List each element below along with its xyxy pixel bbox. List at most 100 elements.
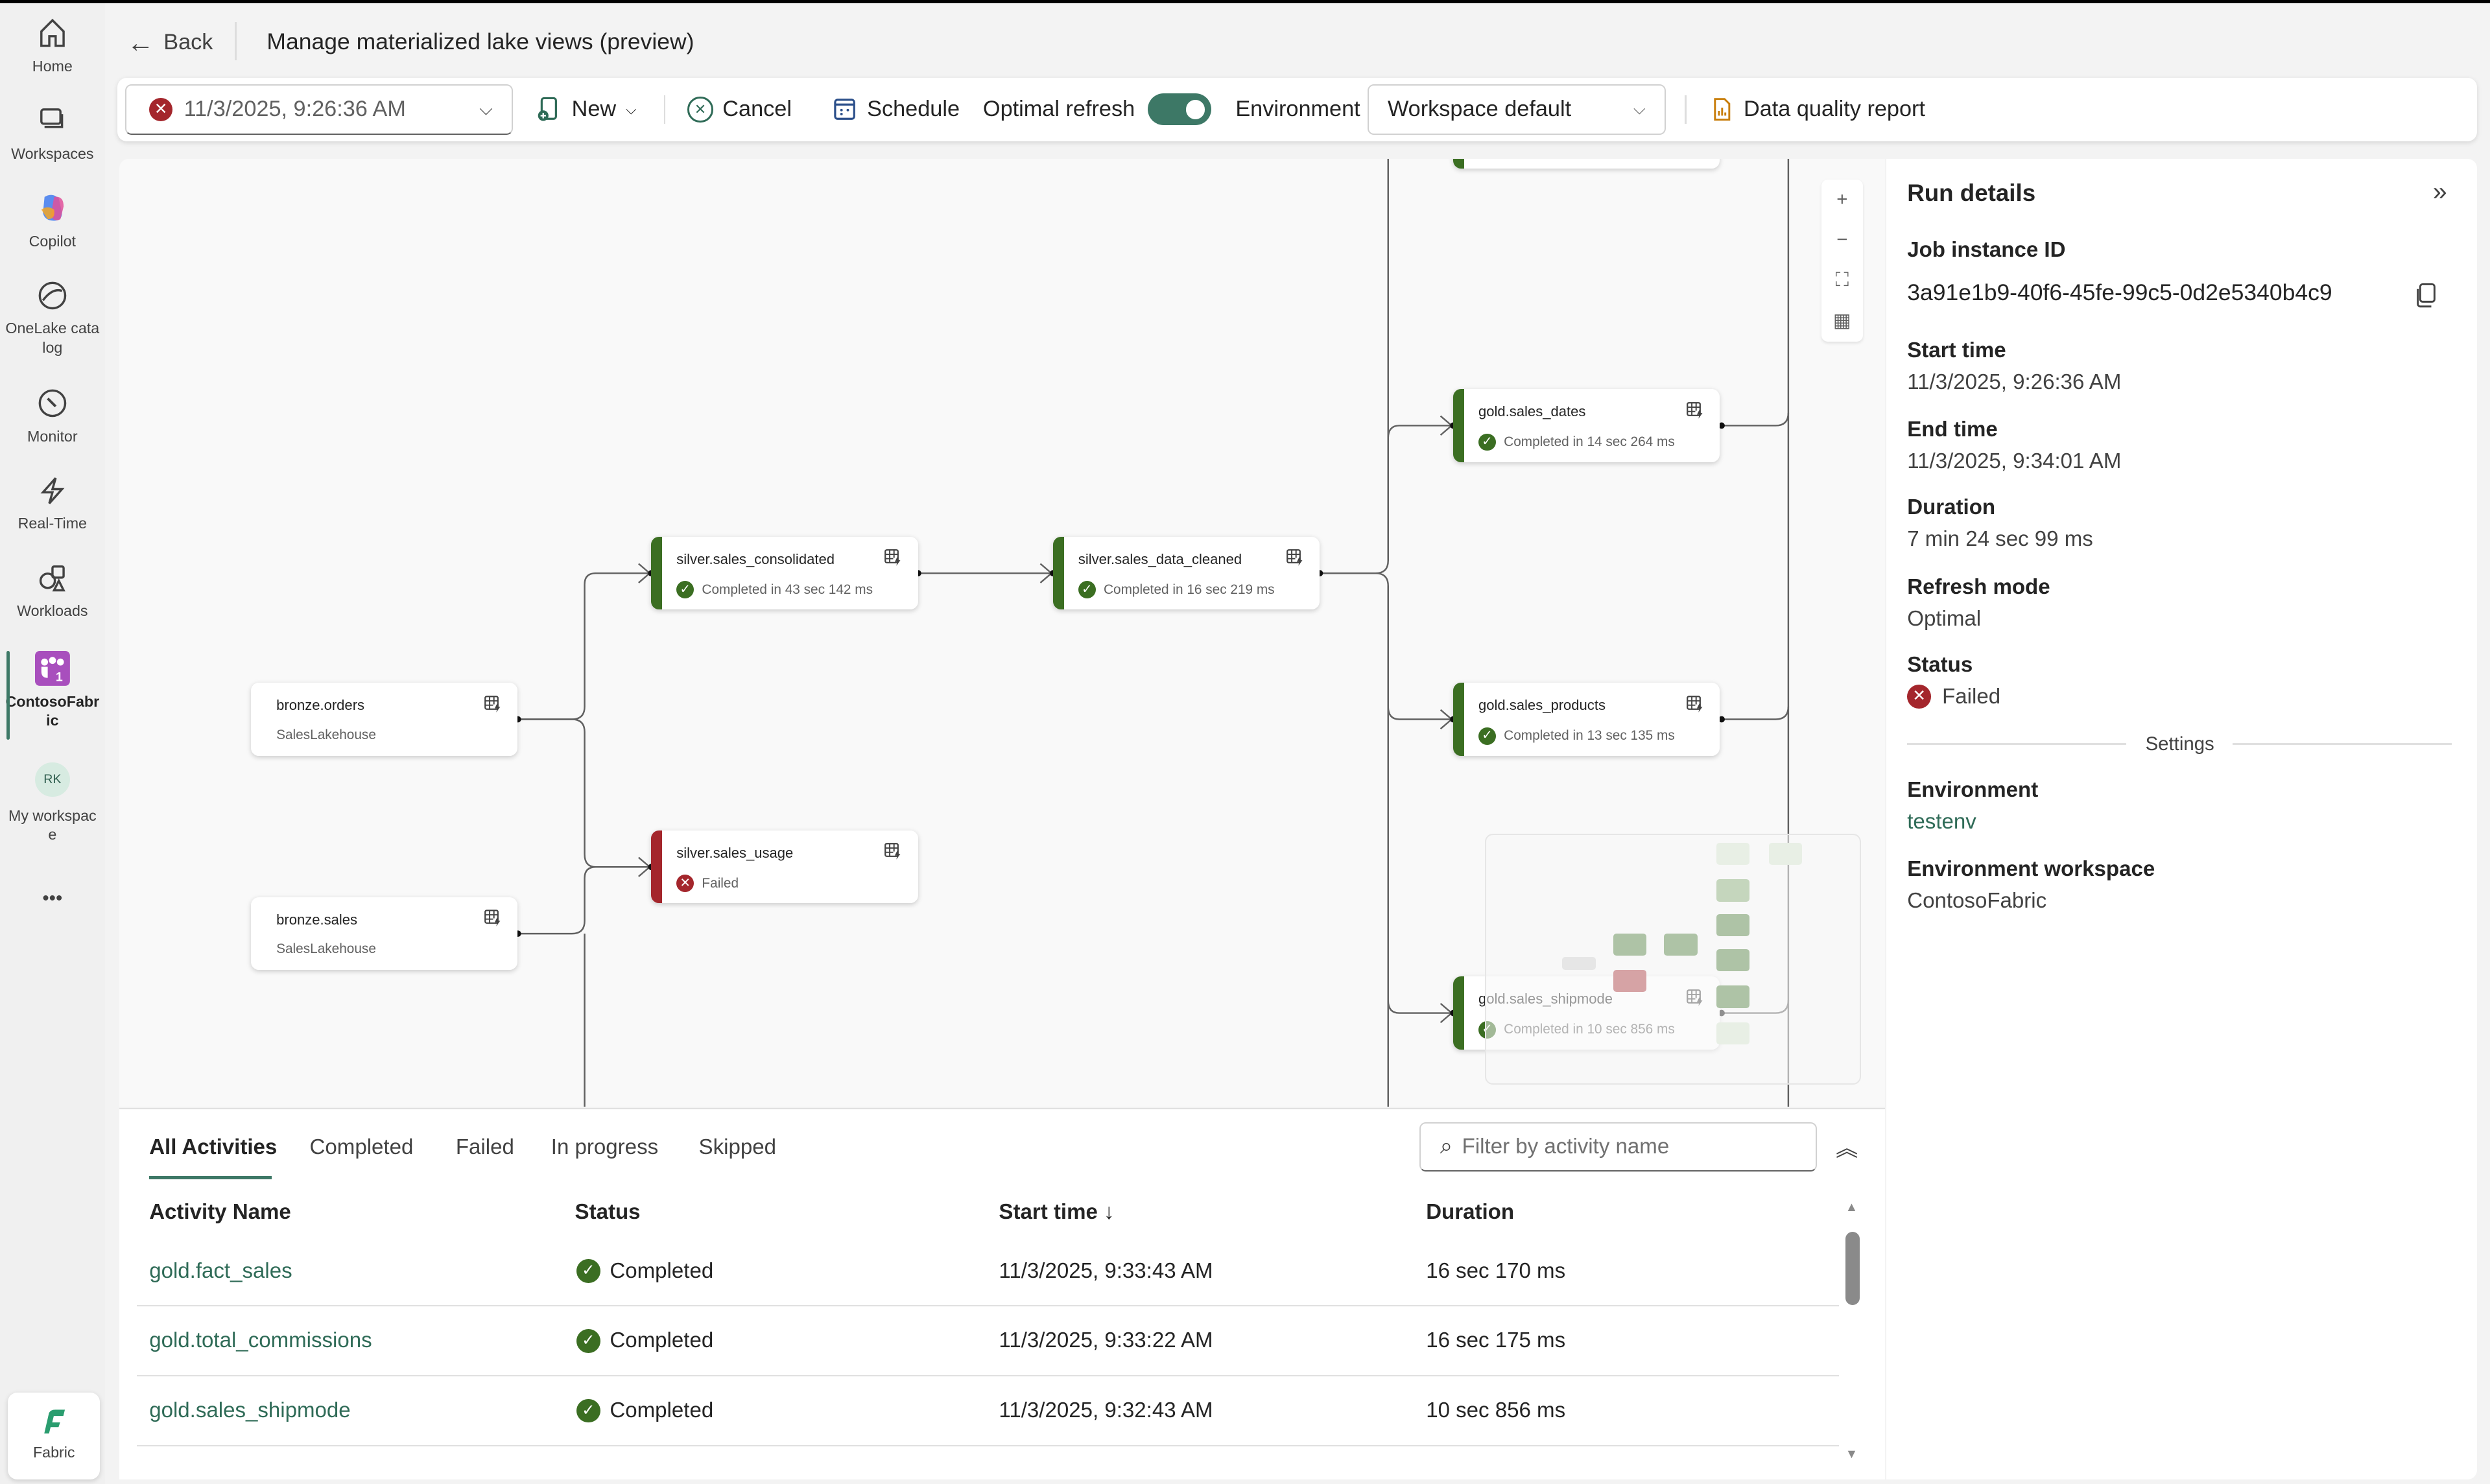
column-header: Status [575,1199,641,1224]
table-row[interactable]: gold.total_commissions ✓ Completed 11/3/202… [136,1306,1839,1376]
tab-skipped[interactable]: Skipped [698,1135,776,1159]
sidebar-item-label: My workspace [8,807,97,843]
minimap-toggle-button[interactable]: ▦ [1832,310,1851,332]
tab-in-progress[interactable]: In progress [551,1135,659,1159]
schedule-button[interactable]: Schedule [832,78,960,141]
tab-failed[interactable]: Failed [455,1135,514,1159]
lineage-node[interactable]: bronze.sales SalesLakehouse [250,897,518,971]
lineage-node[interactable]: silver.sales_consolidated ✓ Completed in 4… [651,536,918,610]
filter-placeholder: Filter by activity name [1462,1134,1670,1159]
sidebar-item-copilot[interactable]: Copilot [0,191,105,251]
sidebar-item-monitor[interactable]: Monitor [0,386,105,446]
sidebar-item-workspaces[interactable]: Workspaces [0,103,105,163]
table-row[interactable]: gold.sales_shipmode ✓ Completed 11/3/2025, … [136,1376,1839,1446]
lineage-node[interactable]: silver.sales_usage ✕ Failed [651,830,918,904]
sidebar-item-workloads[interactable]: Workloads [0,560,105,620]
new-item-icon [538,97,557,121]
node-name: silver.sales_usage [676,844,794,861]
zoom-controls: + − ⛶ ▦ [1821,179,1863,342]
job-id-label: Job instance ID [1907,238,2066,263]
data-quality-label: Data quality report [1743,97,1925,122]
data-quality-report-button[interactable]: Data quality report [1709,78,1925,141]
status-value: ✕ Failed [1907,685,2000,709]
workloads-icon [39,565,65,592]
zoom-in-button[interactable]: + [1836,188,1848,210]
table-refresh-icon [484,910,501,926]
cancel-button[interactable]: ✕ Cancel [687,78,792,141]
lightning-icon [40,477,65,504]
node-status-text: Completed in 14 sec 264 ms [1504,434,1675,450]
minimap[interactable] [1484,833,1862,1085]
toggle-switch[interactable] [1147,93,1211,126]
sidebar-item-real-time[interactable]: Real-Time [0,473,105,534]
node-status-text: SalesLakehouse [276,727,376,742]
top-border [0,0,2490,3]
node-name: bronze.sales [276,911,358,928]
collapse-panel-icon[interactable]: » [2432,178,2447,206]
lineage-node[interactable]: gold.sales_products ✓ Completed in 13 sec … [1452,683,1720,756]
sidebar-item-contosofabric[interactable]: 1 ContosoFabric [0,651,105,740]
status-bar [1452,976,1464,1050]
chevron-down-icon: ⌵ [479,99,493,119]
lineage-node[interactable]: bronze.orders SalesLakehouse [250,683,518,756]
activity-name-link[interactable]: gold.sales_shipmode [149,1398,351,1423]
new-button[interactable]: New ⌵ [537,78,637,141]
node-name: bronze.orders [276,697,365,714]
cancel-circle-icon: ✕ [687,97,713,123]
home-icon [40,19,65,47]
column-header: Duration [1426,1199,1515,1224]
sidebar-item-onelake-catalog[interactable]: OneLake catalog [0,278,105,357]
environment-dropdown[interactable]: Workspace default ⌵ [1367,84,1666,135]
refresh-mode-value: Optimal [1907,606,1982,631]
filter-input[interactable]: ⌕ Filter by activity name [1419,1122,1817,1172]
status-text: Completed [610,1258,714,1283]
onelake-icon [38,281,67,309]
activity-name-link[interactable]: gold.total_commissions [149,1328,372,1353]
tab-all-activities[interactable]: All Activities [149,1135,278,1159]
more-icon[interactable]: ••• [42,888,63,910]
job-id-value: 3a91e1b9-40f6-45fe-99c5-0d2e5340b4c9 [1907,279,2332,305]
activity-name-link[interactable]: gold.fact_sales [149,1258,292,1283]
tab-completed[interactable]: Completed [309,1135,414,1159]
node-name: gold.sales_dates [1478,403,1586,420]
workspace-icon: 1 [34,651,70,686]
table-refresh-icon [484,695,501,713]
minimap-node [1613,969,1647,993]
lineage-node[interactable]: gold.sales_dates ✓ Completed in 14 sec 264… [1452,388,1720,462]
collapse-up-icon[interactable]: ︽ [1836,1137,1858,1162]
fabric-switcher-button[interactable]: Fabric [8,1392,101,1480]
scrollbar[interactable]: ▲ ▼ [1842,1200,1861,1462]
back-button[interactable]: ← Back [127,27,213,58]
status-cell: ✓ Completed [576,1328,713,1353]
zoom-out-button[interactable]: − [1836,229,1848,250]
minimap-node [1664,933,1698,956]
environment-link[interactable]: testenv [1907,809,1976,834]
status-bar [1452,683,1464,756]
offscreen-node[interactable] [1452,158,1720,169]
check-circle-icon: ✓ [1478,727,1496,745]
table-row[interactable]: gold.fact_sales ✓ Completed 11/3/2025, 9:33… [136,1236,1839,1307]
status-bar [1052,536,1064,610]
column-header[interactable]: Start time ↓ [999,1199,1115,1224]
node-status-text: Completed in 16 sec 219 ms [1104,582,1275,597]
chevron-down-icon: ⌵ [1633,100,1646,118]
sidebar-item-my-workspace[interactable]: RK My workspace [0,762,105,845]
start-time-cell: 11/3/2025, 9:33:43 AM [999,1258,1213,1283]
sidebar-item-home[interactable]: Home [0,16,105,76]
lineage-edge [1721,412,1789,720]
node-status: ✓ Completed in 13 sec 135 ms [1478,727,1675,745]
node-status-text: Completed in 13 sec 135 ms [1504,728,1675,744]
environment-label: Environment [1907,778,2039,802]
lineage-node[interactable]: silver.sales_data_cleaned ✓ Completed in 1… [1052,536,1320,610]
monitor-icon [38,389,67,418]
optimal-refresh-toggle[interactable]: Optimal refresh [983,78,1211,141]
copy-icon[interactable] [2415,283,2437,308]
lineage-canvas[interactable]: bronze.orders SalesLakehouse bronze.sales S… [119,158,1885,1107]
minimap-node [1613,933,1647,956]
run-selector-dropdown[interactable]: ✕ 11/3/2025, 9:26:36 AM ⌵ [125,84,513,135]
environment-workspace-value: ContosoFabric [1907,889,2047,913]
status-bar [651,536,663,610]
check-circle-icon: ✓ [1078,581,1096,599]
status-cell: ✓ Completed [576,1259,713,1284]
fit-view-button[interactable]: ⛶ [1835,269,1849,291]
